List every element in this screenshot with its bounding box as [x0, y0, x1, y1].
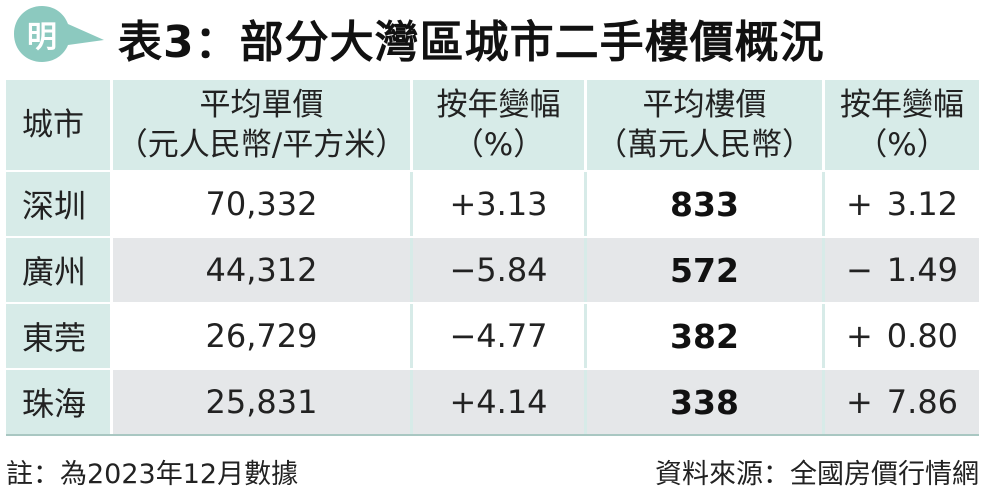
- city-cell: 廣州: [6, 238, 113, 302]
- avg-change-cell: + 0.80: [825, 304, 979, 368]
- avg-price-cell: 382: [587, 304, 825, 368]
- table-row: 深圳 70,332 +3.13 833 + 3.12: [6, 172, 979, 238]
- avg-price-cell: 338: [587, 370, 825, 434]
- avg-change-value: 0.80: [886, 317, 959, 355]
- avg-change-value: 1.49: [886, 251, 959, 289]
- table-row: 東莞 26,729 −4.77 382 + 0.80: [6, 304, 979, 370]
- header-unit-change-line2: （%）: [452, 127, 545, 163]
- source-credit: 資料來源：全國房價行情網: [655, 459, 979, 490]
- unit-change-cell: −5.84: [413, 238, 587, 302]
- avg-change-sign: +: [845, 317, 873, 355]
- avg-change-sign: −: [845, 251, 873, 289]
- avg-price-cell: 572: [587, 238, 825, 302]
- header-city-label: 城市: [22, 107, 84, 143]
- footnote: 註：為2023年12月數據: [6, 459, 299, 490]
- table-row: 廣州 44,312 −5.84 572 − 1.49: [6, 238, 979, 304]
- avg-change-cell: − 1.49: [825, 238, 979, 302]
- city-cell: 深圳: [6, 172, 113, 236]
- speech-bubble-icon: [14, 6, 104, 62]
- unit-price-cell: 70,332: [113, 172, 413, 236]
- unit-price-cell: 44,312: [113, 238, 413, 302]
- newspaper-logo: 明: [12, 4, 108, 64]
- unit-change-cell: +4.14: [413, 370, 587, 434]
- avg-change-sign: +: [845, 185, 873, 223]
- unit-price-cell: 26,729: [113, 304, 413, 368]
- header-avg-change: 按年變幅 （%）: [825, 80, 979, 170]
- header-unit-price-line1: 平均單價: [199, 87, 324, 123]
- city-cell: 珠海: [6, 370, 113, 434]
- footer: 註：為2023年12月數據 資料來源：全國房價行情網: [6, 452, 979, 490]
- header-city: 城市: [6, 80, 113, 170]
- page-title: 表3：部分大灣區城市二手樓價概況: [118, 17, 825, 68]
- header-unit-price: 平均單價 （元人民幣/平方米）: [113, 80, 413, 170]
- avg-change-cell: + 7.86: [825, 370, 979, 434]
- avg-change-cell: + 3.12: [825, 172, 979, 236]
- table-header-row: 城市 平均單價 （元人民幣/平方米） 按年變幅 （%） 平均樓價 （萬元人民幣）…: [6, 80, 979, 172]
- header-avg-price-line1: 平均樓價: [642, 87, 767, 123]
- unit-price-cell: 25,831: [113, 370, 413, 434]
- table-row: 珠海 25,831 +4.14 338 + 7.86: [6, 370, 979, 436]
- header-unit-change-line1: 按年變幅: [436, 87, 561, 123]
- title-bar: 明 表3：部分大灣區城市二手樓價概況: [0, 0, 985, 76]
- price-table: 城市 平均單價 （元人民幣/平方米） 按年變幅 （%） 平均樓價 （萬元人民幣）…: [6, 80, 979, 436]
- unit-change-cell: −4.77: [413, 304, 587, 368]
- avg-price-cell: 833: [587, 172, 825, 236]
- header-unit-price-line2: （元人民幣/平方米）: [116, 127, 407, 163]
- avg-change-sign: +: [845, 383, 873, 421]
- avg-change-value: 3.12: [886, 185, 959, 223]
- header-unit-change: 按年變幅 （%）: [413, 80, 587, 170]
- header-avg-price: 平均樓價 （萬元人民幣）: [587, 80, 825, 170]
- logo-char: 明: [27, 20, 57, 55]
- header-avg-change-line1: 按年變幅: [840, 87, 964, 123]
- header-avg-change-line2: （%）: [856, 127, 948, 163]
- unit-change-cell: +3.13: [413, 172, 587, 236]
- avg-change-value: 7.86: [886, 383, 959, 421]
- city-cell: 東莞: [6, 304, 113, 368]
- header-avg-price-line2: （萬元人民幣）: [596, 127, 813, 163]
